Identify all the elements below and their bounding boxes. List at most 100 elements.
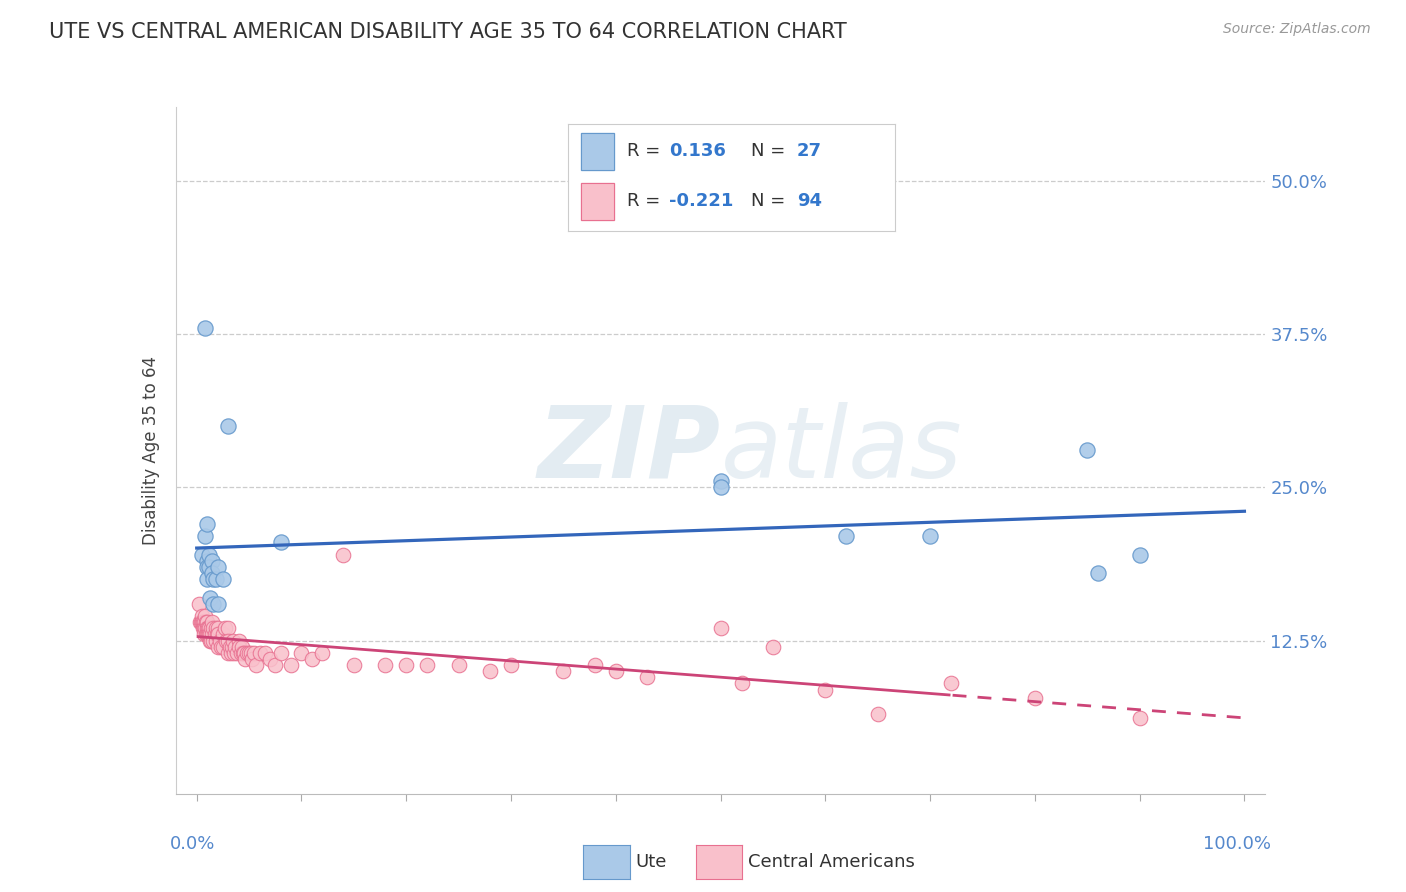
Point [200, 633, 222, 648]
Text: ZIP: ZIP [537, 402, 721, 499]
Point [191, 615, 214, 630]
Point [198, 621, 221, 635]
Point [229, 646, 252, 660]
Point [1076, 443, 1098, 458]
Point [208, 633, 231, 648]
Point [194, 609, 217, 624]
Point [207, 621, 229, 635]
Point [479, 664, 502, 679]
Point [193, 627, 215, 641]
Point [193, 621, 215, 635]
Point [187, 597, 209, 611]
Point [225, 646, 247, 660]
Point [198, 560, 221, 574]
Point [207, 627, 229, 641]
Point [270, 646, 292, 660]
Point [217, 419, 239, 434]
Point [201, 554, 224, 568]
Point [730, 676, 752, 690]
Point [1024, 691, 1046, 706]
Point [395, 658, 418, 673]
Point [204, 621, 226, 635]
Point [762, 640, 785, 654]
Point [195, 517, 218, 532]
Point [814, 682, 837, 697]
Point [221, 640, 243, 654]
Point [231, 640, 253, 654]
Point [217, 646, 239, 660]
Point [253, 646, 276, 660]
Point [202, 572, 225, 586]
Point [270, 535, 292, 549]
Point [311, 646, 333, 660]
Point [238, 646, 260, 660]
Point [194, 621, 217, 635]
Point [201, 615, 224, 630]
Point [194, 321, 217, 335]
Text: Ute: Ute [636, 853, 666, 871]
Text: 100.0%: 100.0% [1204, 835, 1271, 853]
Point [190, 615, 212, 630]
Point [219, 640, 242, 654]
Point [553, 664, 575, 679]
Point [191, 621, 214, 635]
Point [204, 627, 226, 641]
Point [233, 652, 256, 666]
Point [202, 633, 225, 648]
Point [212, 572, 235, 586]
Point [264, 658, 287, 673]
Point [249, 646, 271, 660]
Point [583, 658, 606, 673]
Point [499, 658, 522, 673]
Point [209, 640, 232, 654]
Point [243, 646, 266, 660]
Point [202, 597, 225, 611]
Point [835, 529, 858, 543]
Point [191, 615, 214, 630]
Point [301, 652, 323, 666]
Point [228, 640, 250, 654]
Point [200, 621, 222, 635]
Point [204, 633, 226, 648]
Point [195, 621, 218, 635]
Point [224, 646, 246, 660]
Point [236, 646, 259, 660]
Text: Central Americans: Central Americans [748, 853, 915, 871]
Point [207, 640, 229, 654]
Text: Source: ZipAtlas.com: Source: ZipAtlas.com [1223, 22, 1371, 37]
Point [332, 548, 354, 562]
Point [198, 548, 221, 562]
Point [204, 572, 226, 586]
Point [866, 707, 889, 722]
Point [636, 670, 658, 684]
Point [201, 627, 224, 641]
Point [709, 621, 731, 635]
Point [197, 621, 219, 635]
Point [191, 548, 214, 562]
Point [240, 652, 263, 666]
Point [416, 658, 439, 673]
Point [1129, 548, 1152, 562]
Point [207, 597, 229, 611]
Point [232, 646, 254, 660]
Point [447, 658, 470, 673]
Point [224, 640, 246, 654]
Point [188, 615, 211, 630]
Point [202, 621, 225, 635]
Point [939, 676, 962, 690]
Point [217, 633, 239, 648]
Point [195, 627, 218, 641]
Point [259, 652, 281, 666]
Text: UTE VS CENTRAL AMERICAN DISABILITY AGE 35 TO 64 CORRELATION CHART: UTE VS CENTRAL AMERICAN DISABILITY AGE 3… [49, 22, 846, 42]
Point [197, 627, 219, 641]
Point [374, 658, 396, 673]
Point [198, 627, 221, 641]
Point [205, 627, 228, 641]
Point [232, 646, 254, 660]
Point [240, 646, 263, 660]
Point [207, 560, 229, 574]
Text: 0.0%: 0.0% [170, 835, 215, 853]
Point [194, 529, 217, 543]
Point [920, 529, 942, 543]
Point [212, 640, 235, 654]
